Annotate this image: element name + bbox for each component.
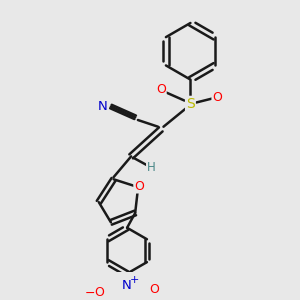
Text: O: O xyxy=(212,91,222,103)
Text: O: O xyxy=(134,179,144,193)
Text: O: O xyxy=(94,286,104,299)
Text: N: N xyxy=(122,279,132,292)
Text: H: H xyxy=(147,161,156,174)
Text: +: + xyxy=(130,275,139,285)
Text: O: O xyxy=(156,82,166,95)
Text: −: − xyxy=(85,287,95,300)
Text: S: S xyxy=(186,97,195,111)
Text: N: N xyxy=(98,100,107,113)
Text: O: O xyxy=(149,283,159,296)
